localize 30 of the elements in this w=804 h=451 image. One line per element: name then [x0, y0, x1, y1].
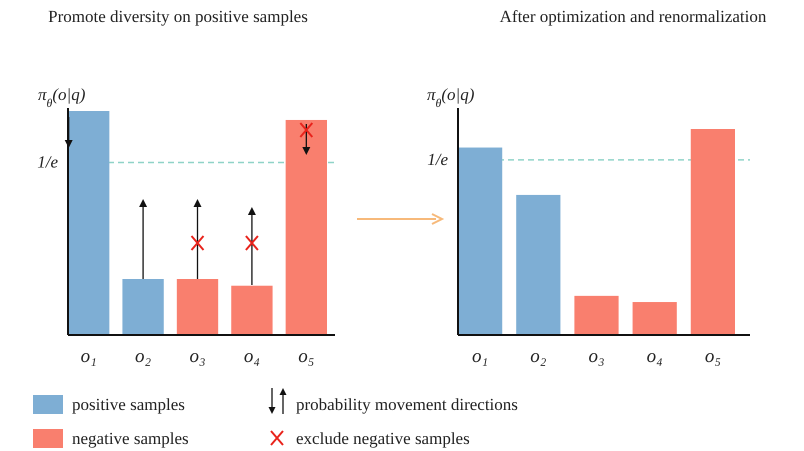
text: probability movement directions: [296, 395, 518, 414]
x-tick-label: o₃: [189, 346, 206, 367]
chart-title: After optimization and renormalization: [500, 7, 767, 26]
y-axis-title: π$_{θ}$(o|q): [427, 85, 475, 110]
bar: [458, 148, 502, 335]
bar: [516, 194, 560, 335]
x-tick-label: o₂: [530, 346, 547, 367]
bar: [231, 286, 273, 335]
bar: [122, 279, 164, 335]
x-tick-label: o₅: [298, 346, 314, 367]
y-axis-title: π$_{θ}$(o|q): [38, 85, 86, 110]
bar: [286, 120, 327, 335]
ref-line-label: 1/e: [427, 150, 448, 169]
legend-label: negative samples: [72, 429, 189, 448]
x-tick-label: o₄: [646, 346, 663, 367]
x-tick-label: o₂: [135, 346, 152, 367]
bar: [176, 279, 218, 335]
x-tick-label: o₃: [588, 346, 605, 367]
legend-label: positive samples: [72, 395, 185, 414]
x-tick-label: o₄: [244, 346, 260, 367]
bar: [574, 296, 619, 335]
text: exclude negative samples: [296, 429, 470, 448]
x-tick-label: o₅: [704, 346, 721, 367]
bar: [632, 302, 677, 335]
x-tick-label: o₁: [472, 346, 488, 367]
ref-line-label: 1/e: [37, 152, 58, 172]
x-tick-label: o₁: [80, 346, 97, 367]
bar: [690, 129, 735, 335]
bar: [68, 111, 110, 335]
chart-title: Promote diversity on positive samples: [48, 7, 308, 26]
